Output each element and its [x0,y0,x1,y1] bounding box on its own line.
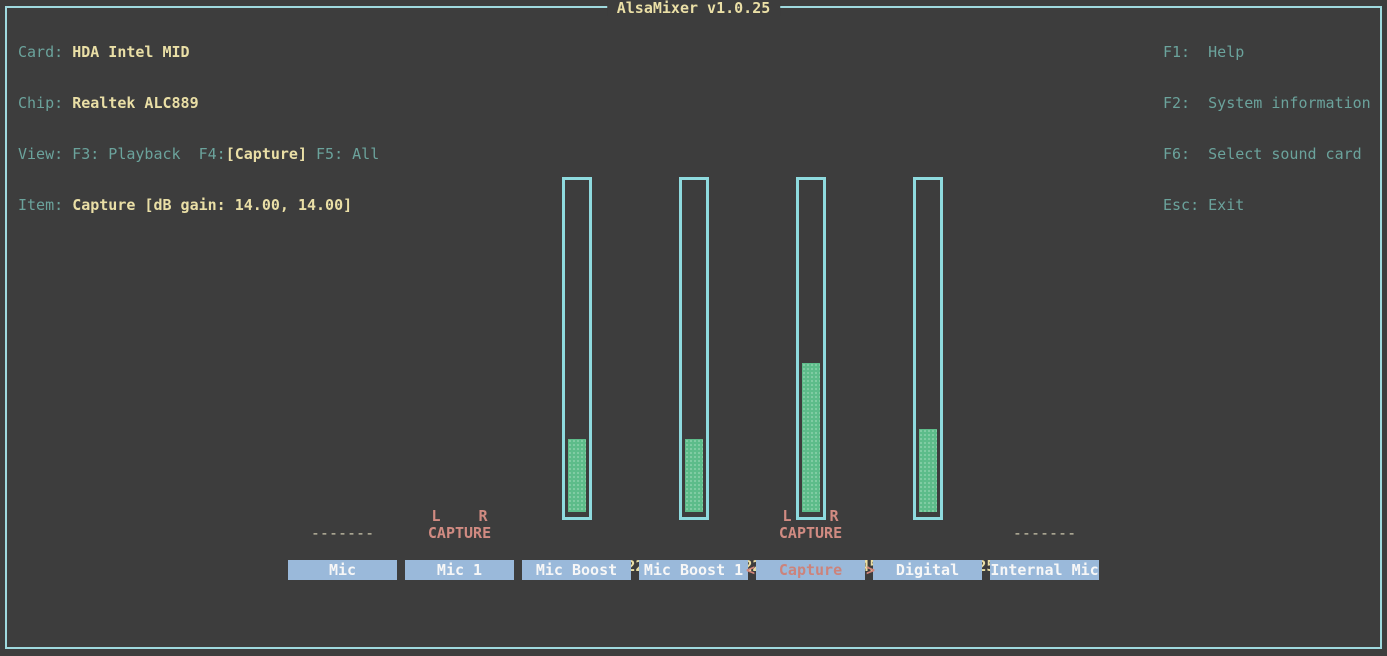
channel-capture: L R CAPTURE 45<>45 < Capture > [746,0,878,656]
item-label: Item: [18,196,73,214]
channel-label-capture-selected[interactable]: Capture [756,560,865,580]
view-selected-mode: [Capture] [225,145,307,163]
channel-label-mic-1[interactable]: Mic 1 [405,560,514,580]
capture-status-mic-1: CAPTURE [427,524,492,542]
volume-fill-capture [801,363,820,512]
capture-left-flag: L [782,507,792,525]
help-line-f6: F6: Select sound card [1163,145,1362,163]
view-row: View: F3: Playback F4:[Capture] F5: All [18,146,379,163]
channel-label-mic-boost[interactable]: Mic Boost [522,560,631,580]
channel-mic-boost: 22<>22 Mic Boost [518,0,644,656]
capture-status-internal-mic: ------- [1012,524,1077,542]
channel-label-digital[interactable]: Digital [873,560,982,580]
channel-digital: 25<>25 Digital [869,0,995,656]
volume-fill-digital [918,429,937,512]
window-title: AlsaMixer v1.0.25 [606,0,781,16]
capture-status-capture: CAPTURE [778,524,843,542]
channel-mic-1: L R CAPTURE Mic 1 [401,0,518,656]
help-panel: F1: Help F2: System information F6: Sele… [1163,10,1371,248]
mixer-info-panel: Card: HDA Intel MID Chip: Realtek ALC889… [18,10,379,248]
chip-label: Chip: [18,94,73,112]
chip-row: Chip: Realtek ALC889 [18,95,379,112]
volume-bar-capture[interactable] [795,177,826,520]
volume-fill-mic-boost-1 [684,439,703,512]
capture-lr-capture: L R [783,508,839,524]
card-label: Card: [18,43,73,61]
card-row: Card: HDA Intel MID [18,44,379,61]
help-line-f2: F2: System information [1163,94,1371,112]
card-value: HDA Intel MID [72,43,190,61]
volume-fill-mic-boost [567,439,586,512]
capture-right-flag: R [829,507,839,525]
item-row: Item: Capture [dB gain: 14.00, 14.00] [18,197,379,214]
channel-label-mic[interactable]: Mic [288,560,397,580]
channel-label-internal-mic[interactable]: Internal Mic [990,560,1099,580]
capture-left-flag: L [431,507,441,525]
item-value: Capture [dB gain: 14.00, 14.00] [72,196,353,214]
view-modes-rest: F5: All [307,145,380,163]
selection-arrow-left: < [746,561,756,579]
view-modes: View: F3: Playback F4: [18,145,226,163]
channel-mic-boost-1: 22<>22 Mic Boost 1 [635,0,761,656]
channel-mic: ------- Mic [284,0,401,656]
capture-lr-mic-1: L R [432,508,488,524]
capture-right-flag: R [478,507,488,525]
channel-label-mic-boost-1[interactable]: Mic Boost 1 [639,560,748,580]
selection-arrow-right: > [865,561,875,579]
volume-bar-mic-boost-1[interactable] [678,177,709,520]
capture-status-mic: ------- [310,524,375,542]
channel-internal-mic: ------- Internal Mic [986,0,1103,656]
chip-value: Realtek ALC889 [72,94,199,112]
help-line-esc: Esc: Exit [1163,196,1245,214]
volume-bar-digital[interactable] [912,177,943,520]
volume-bar-mic-boost[interactable] [561,177,592,520]
help-line-f1: F1: Help [1163,43,1245,61]
